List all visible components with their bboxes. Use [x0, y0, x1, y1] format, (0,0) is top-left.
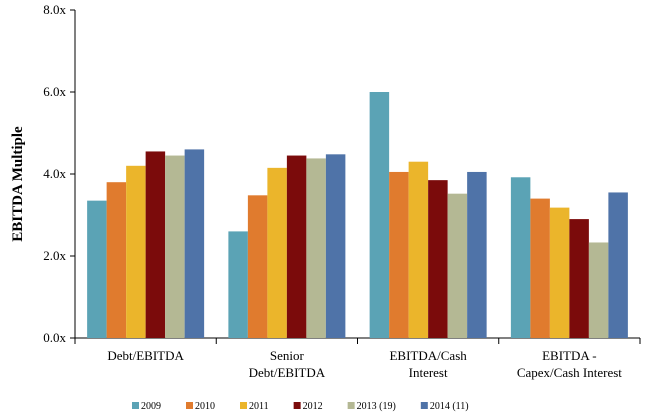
legend-label: 2014 (11) [430, 401, 469, 412]
legend-swatch [186, 402, 193, 409]
y-tick-label: 2.0x [43, 248, 66, 263]
legend: 2009 2010 2011 2012 2013 (19) 2014 (11) [132, 401, 469, 412]
legend-swatch [347, 402, 355, 409]
legend-label: 2010 [195, 401, 215, 412]
bar-2013-19 [306, 158, 326, 338]
bar-2011 [126, 165, 146, 338]
category-label: Senior [270, 348, 305, 363]
bar-2010 [530, 198, 550, 338]
bar-2009 [510, 177, 531, 338]
bar-2009 [228, 231, 248, 338]
legend-swatch [240, 402, 247, 409]
category-label: EBITDA/Cash [389, 348, 467, 363]
category-label: EBITDA - [542, 348, 597, 363]
bars [87, 92, 628, 338]
bar-2009 [87, 200, 107, 338]
bar-2011 [408, 161, 429, 338]
bar-2011 [267, 167, 287, 338]
bar-2010 [106, 182, 127, 338]
x-axis [74, 337, 641, 344]
bar-2012 [145, 151, 166, 338]
category-label: Capex/Cash Interest [517, 365, 622, 380]
y-tick-label: 4.0x [43, 166, 66, 181]
bar-2010 [389, 171, 409, 338]
bar-2012 [428, 180, 448, 338]
bar-2012 [569, 219, 589, 338]
category-labels: Debt/EBITDA Senior Debt/EBITDA EBITDA/Cash I… [107, 348, 622, 380]
category-label: Interest [409, 365, 448, 380]
category-label: Debt/EBITDA [107, 348, 184, 363]
legend-swatch [420, 402, 428, 409]
bar-2010 [247, 195, 268, 338]
y-axis-title: EBITDA Multiple [10, 126, 26, 242]
bar-2012 [286, 155, 307, 338]
bar-2014-11 [325, 154, 346, 338]
legend-label: 2011 [249, 401, 269, 412]
y-tick-label: 6.0x [43, 84, 66, 99]
legend-label: 2012 [303, 401, 323, 412]
y-tick-label: 0.0x [43, 330, 66, 345]
bar-2013-19 [165, 155, 185, 338]
bar-2013-19 [447, 193, 468, 338]
legend-swatch [293, 402, 301, 409]
bar-2013-19 [588, 242, 609, 338]
legend-label: 2009 [141, 401, 161, 412]
category-label: Debt/EBITDA [249, 365, 326, 380]
legend-swatch [132, 402, 139, 409]
bar-2014-11 [467, 171, 487, 338]
y-tick-label: 8.0x [43, 2, 66, 17]
bar-2009 [369, 92, 390, 338]
legend-label: 2013 (19) [357, 401, 396, 412]
bar-2014-11 [184, 149, 205, 338]
y-axis: 0.0x 2.0x 4.0x 6.0x 8.0x [43, 2, 76, 345]
bar-2014-11 [608, 192, 628, 338]
bar-2011 [549, 207, 570, 338]
